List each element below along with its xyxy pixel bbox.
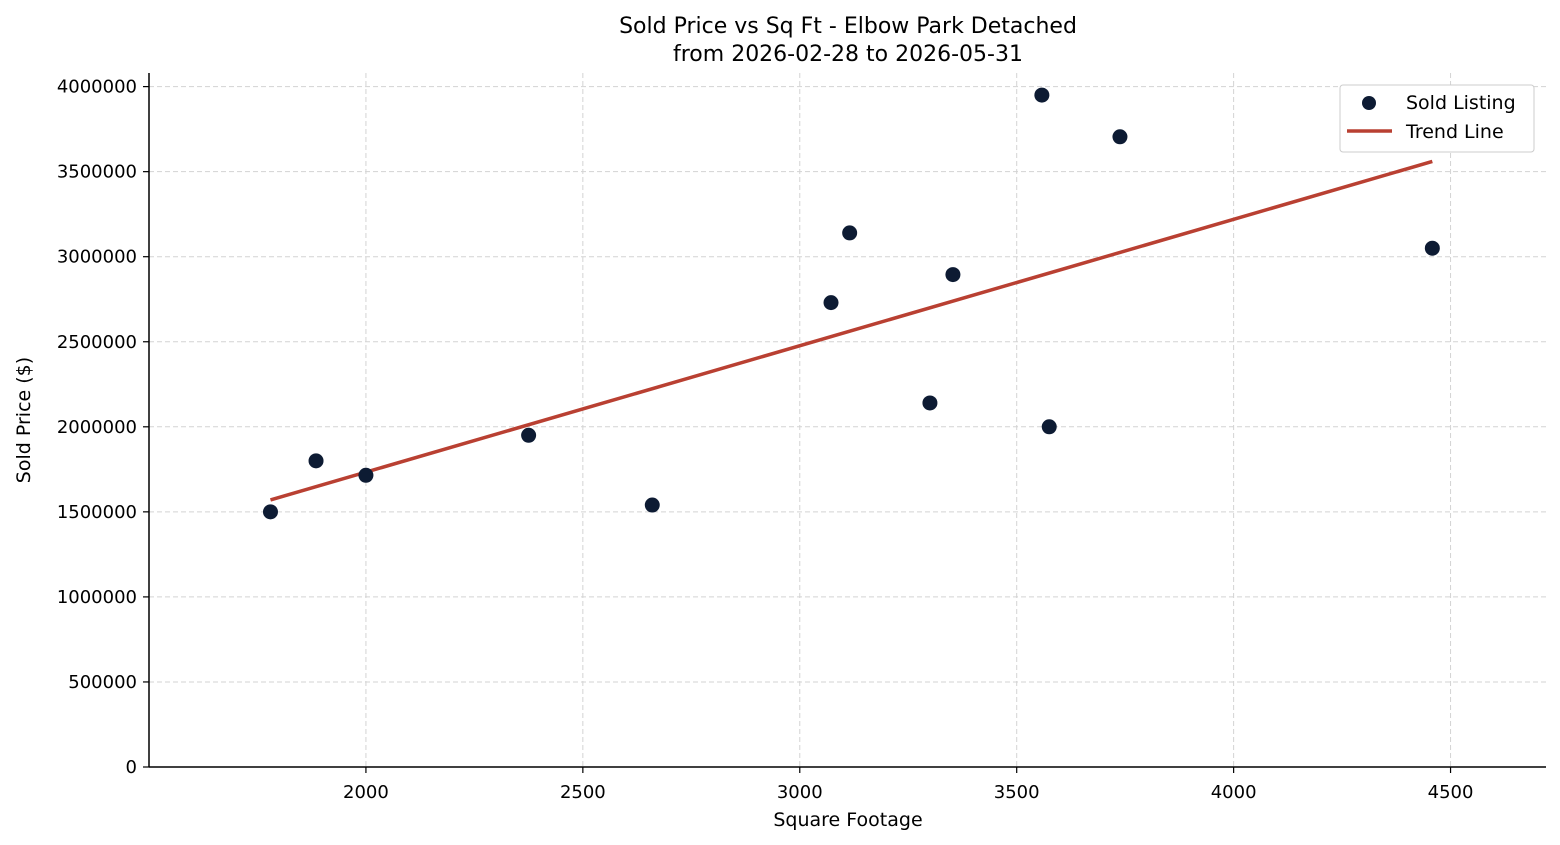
chart-title-line2: from 2026-02-28 to 2026-05-31	[673, 42, 1023, 67]
x-tick-label: 3000	[777, 782, 823, 803]
x-axis-label: Square Footage	[773, 809, 922, 831]
y-tick-label: 500000	[68, 672, 137, 693]
x-tick-label: 2500	[560, 782, 606, 803]
x-tick-label: 3500	[994, 782, 1040, 803]
data-point	[308, 453, 324, 469]
data-point	[1041, 419, 1057, 435]
data-point	[644, 497, 660, 513]
points-layer	[262, 87, 1440, 520]
data-point	[823, 295, 839, 311]
data-point	[521, 427, 537, 443]
legend: Sold Listing Trend Line	[1339, 84, 1535, 153]
y-axis-ticks: 0 500000 1000000 1500000 2000000 2500000 30000…	[57, 77, 149, 778]
y-tick-label: 1500000	[57, 502, 137, 523]
y-tick-label: 1000000	[57, 587, 137, 608]
chart-title-line1: Sold Price vs Sq Ft - Elbow Park Detache…	[619, 14, 1077, 39]
data-point	[945, 267, 961, 283]
y-tick-label: 0	[126, 757, 137, 778]
x-tick-label: 4500	[1428, 782, 1474, 803]
data-point	[922, 395, 938, 411]
data-point	[262, 504, 278, 520]
y-tick-label: 4000000	[57, 77, 137, 98]
y-tick-label: 2000000	[57, 417, 137, 438]
x-axis-ticks: 2000 2500 3000 3500 4000 4500	[343, 767, 1473, 803]
trend-line	[269, 159, 1433, 502]
x-tick-label: 2000	[343, 782, 389, 803]
data-point	[1424, 240, 1440, 256]
data-point	[842, 225, 858, 241]
legend-marker-sold-listing	[1362, 96, 1376, 110]
y-tick-label: 3500000	[57, 162, 137, 183]
legend-box	[1339, 84, 1535, 153]
y-tick-label: 3000000	[57, 247, 137, 268]
legend-label-sold-listing: Sold Listing	[1406, 92, 1516, 114]
legend-label-trend-line: Trend Line	[1405, 121, 1504, 143]
x-tick-label: 4000	[1211, 782, 1257, 803]
y-axis-label: Sold Price ($)	[13, 357, 35, 483]
data-point	[1034, 87, 1050, 103]
grid-lines	[149, 73, 1546, 767]
data-point	[358, 467, 374, 483]
data-point	[1112, 129, 1128, 145]
trend-layer	[269, 159, 1433, 502]
y-tick-label: 2500000	[57, 332, 137, 353]
